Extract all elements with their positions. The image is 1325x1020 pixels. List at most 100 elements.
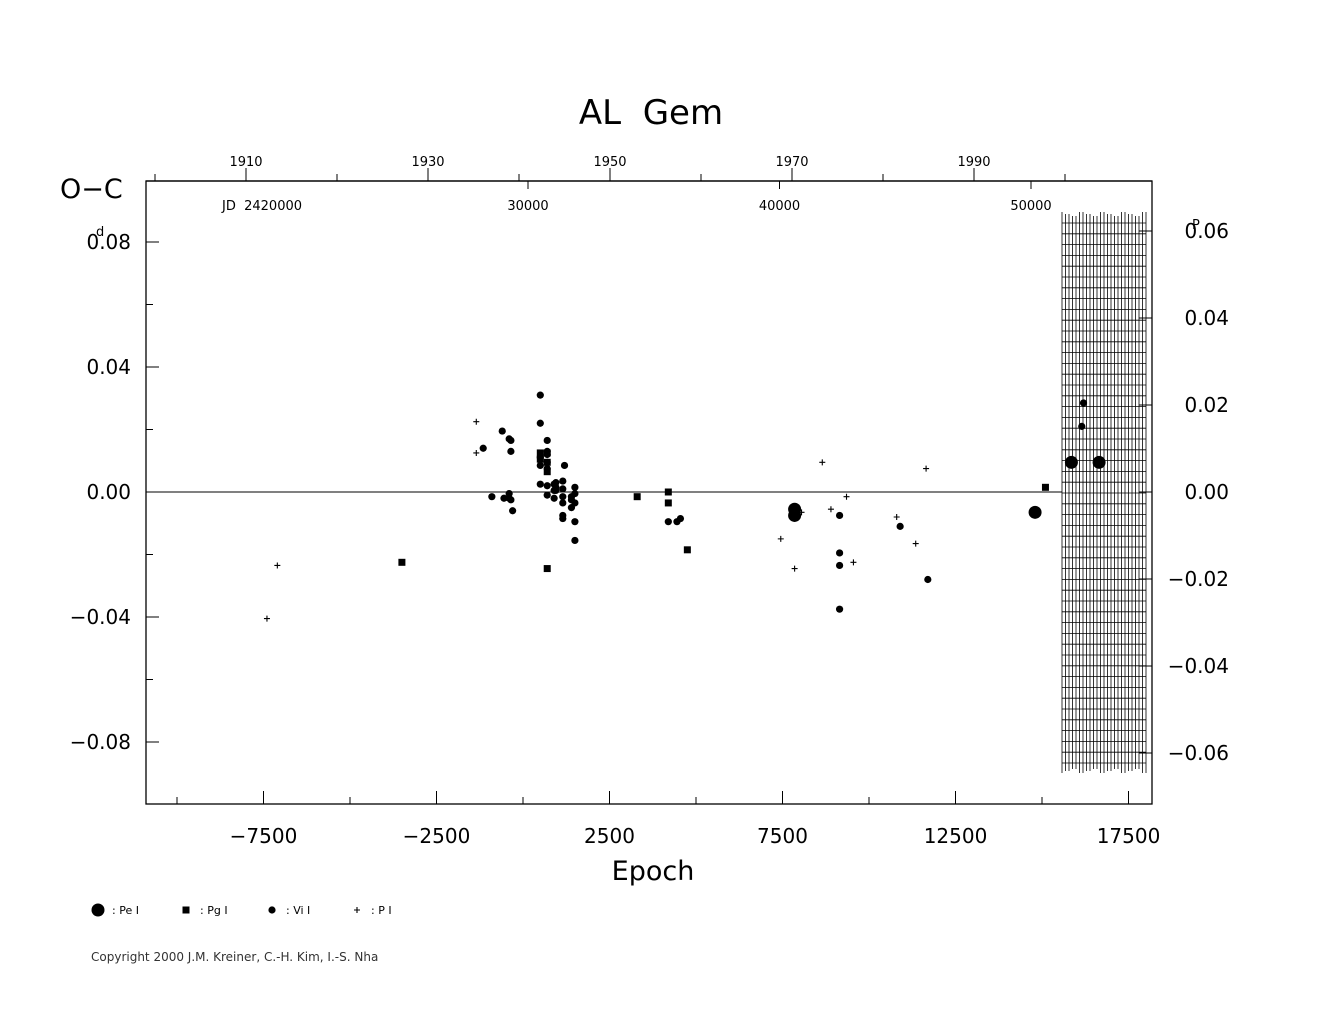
legend-label: : Pg I bbox=[200, 904, 228, 917]
pg-point bbox=[1041, 483, 1049, 491]
vi-point bbox=[500, 494, 508, 502]
p-point bbox=[791, 565, 798, 572]
vi-point bbox=[543, 464, 551, 473]
year-axis: 1910 1930 1950 1970 1990 bbox=[146, 155, 1152, 182]
vi-point bbox=[571, 518, 579, 526]
vi-point bbox=[268, 906, 276, 914]
p-point bbox=[263, 615, 270, 622]
x-axis-title: Epoch bbox=[612, 856, 695, 887]
vi-point bbox=[498, 427, 506, 435]
p-point bbox=[473, 449, 480, 456]
vi-point bbox=[676, 514, 685, 523]
left-y-tick-label: 0.08 bbox=[86, 230, 131, 254]
vi-point bbox=[571, 489, 579, 498]
vi-point bbox=[536, 454, 544, 462]
p-point bbox=[798, 509, 805, 516]
vi-point bbox=[507, 436, 515, 445]
jd-tick-label: 30000 bbox=[507, 199, 548, 214]
p-point bbox=[274, 562, 281, 569]
vi-point bbox=[552, 486, 560, 495]
vi-point bbox=[835, 549, 844, 557]
pg-point bbox=[633, 493, 641, 501]
vi-point bbox=[835, 605, 844, 613]
vi-point bbox=[507, 447, 515, 455]
p-point bbox=[923, 465, 930, 472]
vi-point bbox=[505, 489, 513, 498]
p-point bbox=[777, 535, 784, 542]
vi-point bbox=[536, 391, 544, 399]
vi-point bbox=[835, 561, 844, 570]
year-tick-label: 1990 bbox=[957, 155, 990, 170]
right-y-tick-label: −0.02 bbox=[1168, 567, 1229, 591]
vi-point bbox=[924, 575, 932, 584]
y-axis-unit: d bbox=[96, 225, 104, 240]
pe-point bbox=[1028, 505, 1042, 519]
right-y-tick-label: 0.00 bbox=[1184, 480, 1229, 504]
pg-point bbox=[683, 546, 691, 554]
vi-point bbox=[479, 444, 487, 452]
vi-point bbox=[571, 483, 579, 491]
vi-point bbox=[543, 458, 551, 466]
vi-point bbox=[536, 419, 544, 427]
epoch-tick-label: 7500 bbox=[757, 824, 808, 848]
jd-tick-label: 50000 bbox=[1010, 199, 1051, 214]
vi-point bbox=[543, 482, 551, 490]
pe-point bbox=[91, 903, 105, 917]
vi-point bbox=[560, 461, 569, 470]
epoch-tick-label: −2500 bbox=[403, 824, 471, 848]
epoch-tick-label: 2500 bbox=[584, 824, 635, 848]
vi-point bbox=[896, 522, 904, 530]
left-y-axis: 0.08 0.04 0.00 −0.04 −0.08 bbox=[70, 230, 159, 754]
p-point bbox=[473, 418, 480, 425]
p-point bbox=[843, 493, 850, 500]
jd-axis: 30000 40000 50000 bbox=[507, 181, 1052, 214]
right-y-tick-label: 0.04 bbox=[1184, 306, 1229, 330]
pg-point bbox=[182, 906, 190, 914]
right-y-tick-label: 0.02 bbox=[1184, 393, 1229, 417]
epoch-tick-label: 17500 bbox=[1097, 824, 1161, 848]
year-tick-label: 1930 bbox=[411, 155, 444, 170]
vi-point bbox=[571, 499, 579, 507]
vi-point bbox=[536, 480, 544, 488]
vi-point bbox=[550, 494, 558, 502]
pg-point bbox=[398, 558, 406, 566]
year-tick-label: 1950 bbox=[593, 155, 626, 170]
p-point bbox=[912, 540, 919, 547]
data-points bbox=[263, 391, 1106, 622]
chart-title: AL Gem bbox=[579, 93, 723, 133]
vi-point bbox=[571, 536, 579, 545]
epoch-tick-label: 12500 bbox=[924, 824, 988, 848]
vi-point bbox=[559, 499, 567, 507]
legend: : Pe I: Pg I: Vi I: P I bbox=[91, 903, 392, 917]
vi-point bbox=[559, 514, 567, 523]
future-epoch-hatch bbox=[1061, 212, 1147, 773]
pe-point bbox=[1092, 455, 1106, 469]
p-point bbox=[850, 559, 857, 566]
vi-point bbox=[1079, 399, 1088, 407]
pg-point bbox=[536, 449, 544, 457]
p-point bbox=[819, 459, 826, 466]
vi-point bbox=[536, 461, 544, 470]
y-axis-title: O−C bbox=[60, 174, 123, 205]
p-point bbox=[354, 907, 360, 913]
pg-point bbox=[664, 488, 672, 496]
vi-point bbox=[559, 477, 567, 485]
year-tick-label: 1910 bbox=[229, 155, 262, 170]
legend-label: : Vi I bbox=[286, 904, 310, 917]
vi-point bbox=[543, 436, 551, 445]
vi-point bbox=[835, 511, 844, 520]
right-axis-unit: P bbox=[1192, 218, 1200, 233]
vi-point bbox=[543, 491, 551, 499]
vi-point bbox=[791, 508, 799, 516]
p-point bbox=[893, 514, 900, 520]
left-y-tick-label: 0.00 bbox=[86, 480, 131, 504]
pg-point bbox=[664, 499, 672, 507]
vi-point bbox=[1078, 422, 1086, 430]
vi-point bbox=[507, 496, 515, 504]
left-y-tick-label: −0.04 bbox=[70, 605, 131, 629]
vi-point bbox=[559, 493, 567, 501]
right-y-axis: 0.06 0.04 0.02 0.00 −0.02 −0.04 −0.06 bbox=[1139, 219, 1229, 765]
p-point bbox=[827, 506, 834, 513]
left-y-tick-label: −0.08 bbox=[70, 730, 131, 754]
right-y-tick-label: 0.06 bbox=[1184, 219, 1229, 243]
